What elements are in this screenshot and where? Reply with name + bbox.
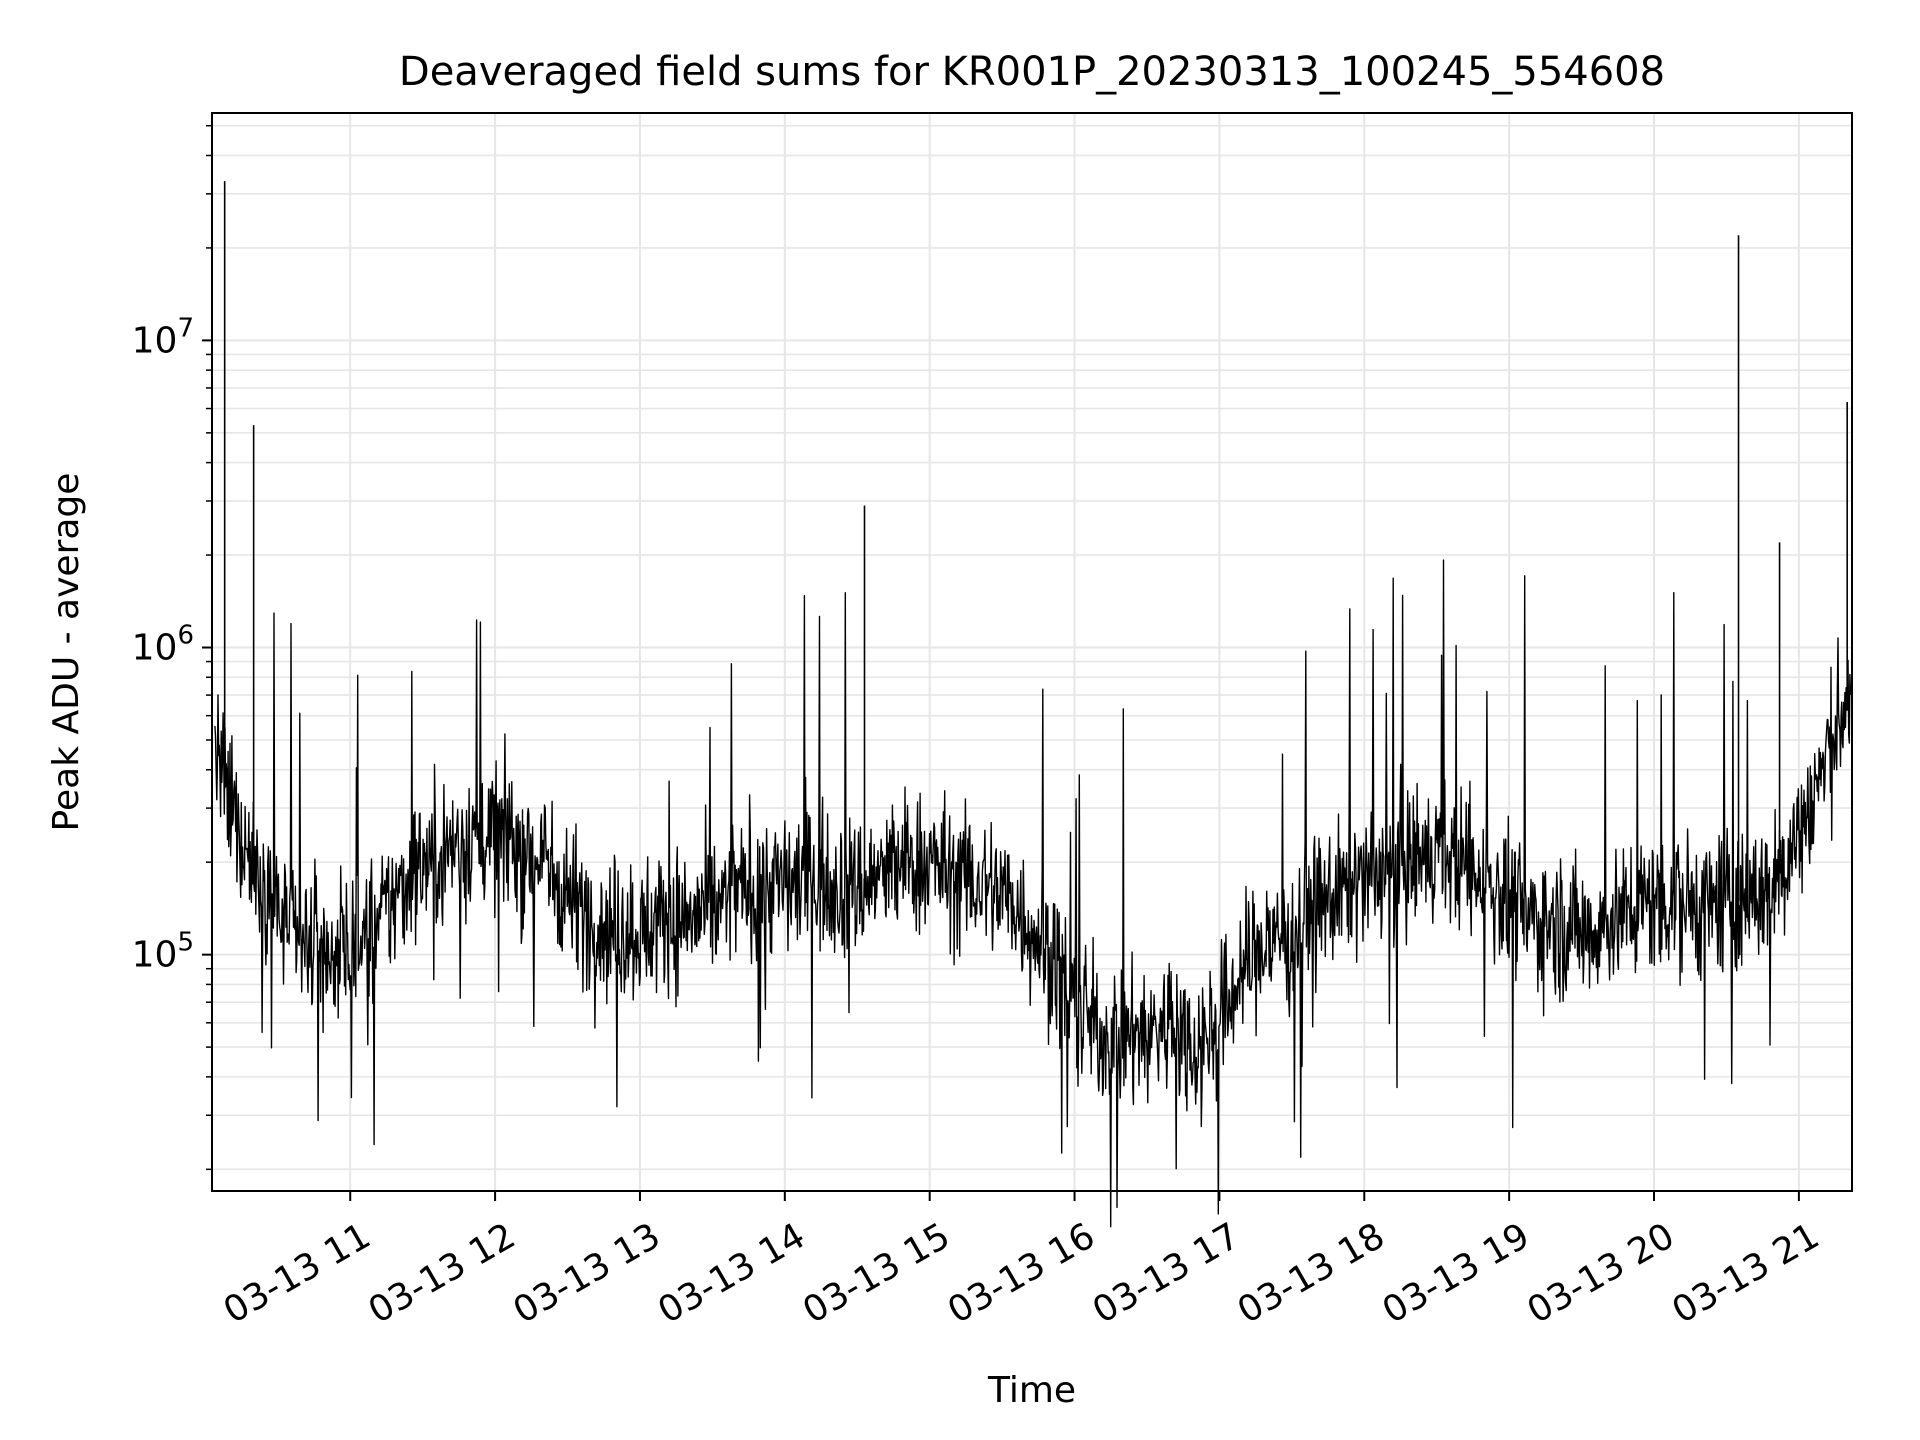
x-axis-label: Time <box>987 1370 1076 1411</box>
plot-frame <box>211 112 1853 1192</box>
x-tick-label: 03-13 14 <box>651 1215 812 1331</box>
y-axis-label: Peak ADU - average <box>46 473 87 832</box>
x-tick-label: 03-13 16 <box>941 1215 1102 1331</box>
x-tick-label: 03-13 17 <box>1086 1215 1247 1331</box>
plot-area <box>214 181 1852 1228</box>
y-tick-exponent: 7 <box>177 313 194 343</box>
y-tick-label: 105 <box>132 928 194 976</box>
x-tick-label: 03-13 11 <box>217 1215 378 1331</box>
y-tick-base: 10 <box>132 320 178 361</box>
series-line <box>214 559 1852 1228</box>
chart-title: Deaveraged field sums for KR001P_2023031… <box>399 49 1665 95</box>
y-tick-label: 107 <box>132 313 194 361</box>
x-tick-label: 03-13 20 <box>1521 1215 1682 1331</box>
y-tick-label: 106 <box>132 621 194 669</box>
grid <box>212 113 1852 1191</box>
x-tick-label: 03-13 21 <box>1666 1215 1827 1331</box>
x-tick-label: 03-13 12 <box>362 1215 523 1331</box>
y-tick-exponent: 6 <box>177 621 194 651</box>
x-tick-label: 03-13 19 <box>1376 1215 1537 1331</box>
y-tick-exponent: 5 <box>177 928 194 958</box>
x-tick-label: 03-13 13 <box>507 1215 668 1331</box>
y-tick-base: 10 <box>132 935 178 976</box>
y-tick-base: 10 <box>132 628 178 669</box>
x-tick-label: 03-13 15 <box>796 1215 957 1331</box>
x-tick-label: 03-13 18 <box>1231 1215 1392 1331</box>
